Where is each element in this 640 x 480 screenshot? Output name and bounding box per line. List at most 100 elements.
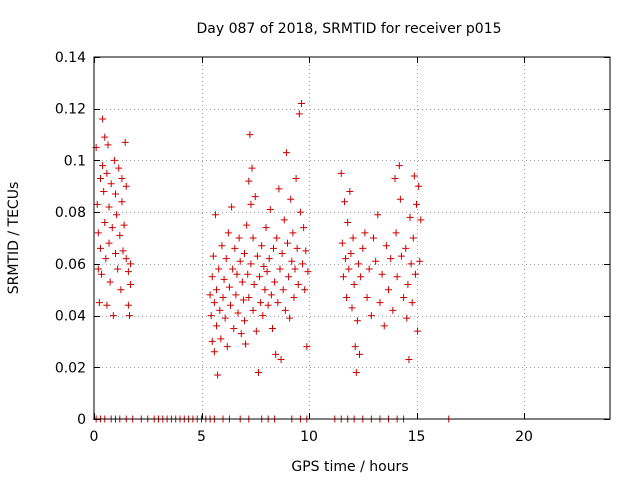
data-point	[391, 175, 399, 183]
data-point	[304, 268, 312, 276]
data-point	[337, 169, 345, 177]
grid	[94, 57, 610, 419]
data-point	[249, 306, 257, 314]
data-point	[105, 239, 113, 247]
data-point	[127, 281, 135, 289]
data-point	[382, 242, 390, 250]
y-tick-label: 0.12	[55, 102, 86, 118]
data-point	[232, 291, 240, 299]
data-point	[378, 270, 386, 278]
data-point	[276, 265, 284, 273]
data-point	[221, 314, 229, 322]
data-point	[120, 221, 128, 229]
y-axis-label: SRMTID / TECUs	[6, 182, 22, 295]
data-point	[229, 265, 237, 273]
data-point	[223, 343, 231, 351]
data-point	[414, 327, 422, 335]
data-point	[94, 265, 102, 273]
x-axis-label: GPS time / hours	[291, 459, 408, 475]
data-point	[288, 257, 296, 265]
data-point	[247, 200, 255, 208]
data-point	[104, 141, 112, 149]
data-point	[246, 131, 254, 139]
plot-frame	[93, 56, 611, 420]
data-point	[297, 100, 305, 108]
data-point	[354, 260, 362, 268]
data-point	[249, 234, 257, 242]
data-point	[346, 187, 354, 195]
data-point	[351, 343, 359, 351]
data-point	[350, 281, 358, 289]
data-point	[349, 234, 357, 242]
data-point	[396, 195, 404, 203]
data-point	[215, 265, 223, 273]
data-point	[219, 293, 227, 301]
data-point	[302, 247, 310, 255]
data-point	[241, 317, 248, 325]
data-point	[116, 231, 124, 239]
data-point	[343, 293, 351, 301]
data-point	[400, 293, 408, 301]
data-point	[294, 281, 302, 289]
data-point	[112, 250, 119, 258]
data-point	[265, 255, 273, 263]
data-point	[210, 299, 218, 307]
data-point	[238, 278, 246, 286]
data-point	[370, 234, 377, 242]
data-point	[365, 265, 373, 273]
data-point	[121, 138, 129, 146]
data-point	[235, 234, 243, 242]
data-point	[103, 301, 111, 309]
data-point	[348, 304, 356, 312]
data-point	[245, 293, 253, 301]
data-point	[94, 229, 102, 237]
data-point	[347, 250, 355, 258]
y-tick-label: 0	[77, 412, 86, 428]
data-point	[256, 273, 264, 281]
data-point	[295, 110, 303, 118]
data-point	[100, 187, 108, 195]
data-point	[407, 260, 415, 268]
y-tick-label: 0.06	[55, 257, 86, 273]
data-point	[230, 325, 238, 332]
data-point	[376, 299, 384, 307]
data-point	[259, 312, 267, 320]
data-point	[267, 291, 275, 299]
data-point	[281, 306, 289, 314]
data-point	[243, 221, 251, 229]
data-point	[115, 164, 123, 172]
data-point	[342, 255, 350, 263]
data-point	[124, 268, 132, 276]
data-point	[404, 281, 412, 289]
data-point	[344, 218, 352, 226]
data-point	[352, 368, 360, 376]
data-point	[101, 218, 109, 226]
y-tick-label: 0.02	[55, 360, 86, 376]
data-point	[206, 291, 214, 299]
data-point	[99, 115, 107, 123]
data-point	[273, 234, 281, 242]
data-point	[374, 211, 382, 219]
data-point	[217, 335, 225, 343]
data-point	[118, 198, 126, 206]
data-point	[127, 260, 135, 268]
x-tick-label: 0	[90, 429, 99, 445]
data-point	[119, 247, 127, 255]
data-point	[236, 257, 244, 265]
data-point	[96, 175, 104, 183]
data-point	[227, 301, 235, 309]
data-point	[207, 312, 215, 320]
data-point	[239, 296, 247, 304]
data-point	[387, 255, 395, 263]
data-point	[102, 255, 110, 263]
data-point	[292, 175, 300, 183]
data-point	[103, 169, 111, 177]
data-point	[95, 299, 103, 307]
data-point	[107, 180, 115, 188]
data-point	[98, 270, 106, 278]
data-point	[101, 133, 109, 141]
data-point	[114, 265, 122, 273]
data-point	[251, 193, 259, 201]
data-point	[264, 301, 272, 309]
